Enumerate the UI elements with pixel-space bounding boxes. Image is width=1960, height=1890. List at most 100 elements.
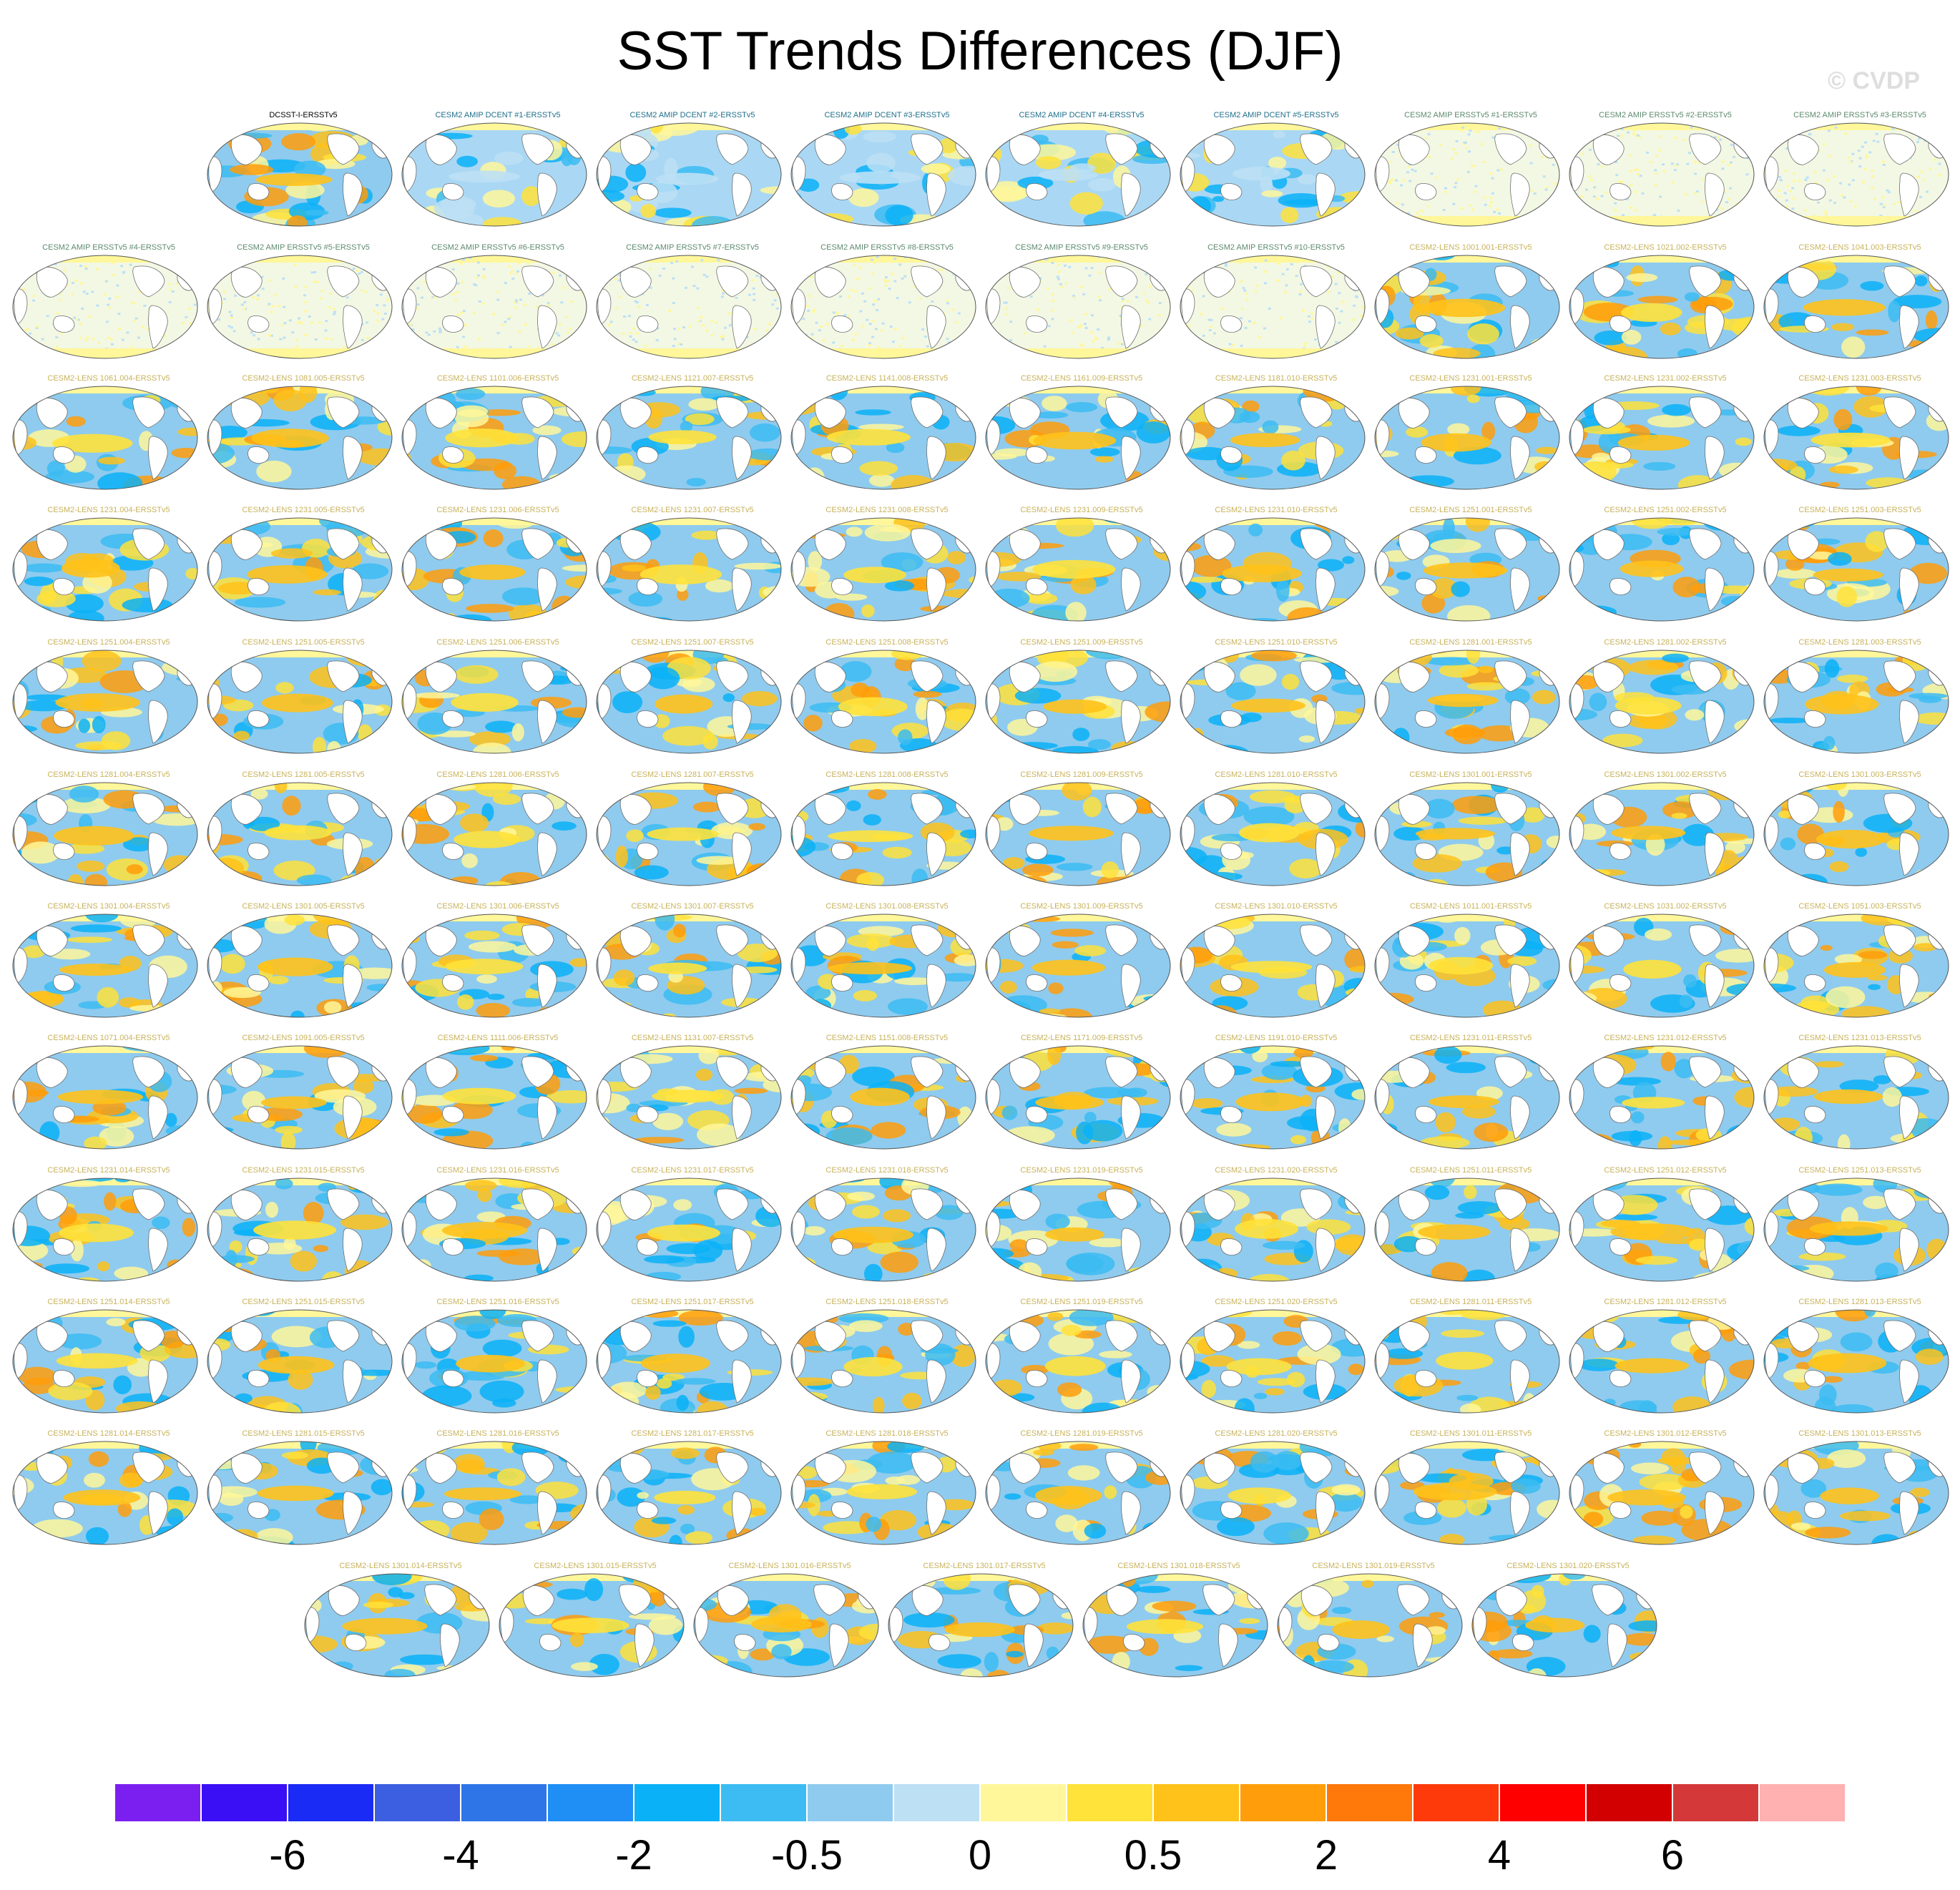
panel-title: CESM2-LENS 1281.004-ERSSTv5 (47, 770, 170, 779)
panel-title: CESM2-LENS 1301.006-ERSSTv5 (436, 902, 559, 911)
map-panel: CESM2-LENS 1301.001-ERSSTv5 (1373, 770, 1568, 913)
sst-trend-map (1374, 122, 1560, 227)
map-panel: CESM2-LENS 1281.010-ERSSTv5 (1179, 770, 1373, 913)
map-panel: CESM2-LENS 1251.011-ERSSTv5 (1373, 1165, 1568, 1308)
map-panel: CESM2-LENS 1031.002-ERSSTv5 (1568, 901, 1763, 1044)
colorbar-tick-label: -4 (442, 1832, 479, 1879)
map-panel: CESM2 AMIP ERSSTv5 #7-ERSSTv5 (595, 243, 790, 386)
map-panel: CESM2-LENS 1251.017-ERSSTv5 (595, 1297, 790, 1440)
sst-trend-map (1180, 1177, 1366, 1282)
map-panel: CESM2-LENS 1231.003-ERSSTv5 (1763, 373, 1957, 516)
sst-trend-map (12, 1045, 198, 1150)
sst-trend-map (1180, 255, 1366, 359)
sst-trend-map (596, 650, 782, 754)
map-panel: CESM2-LENS 1051.003-ERSSTv5 (1763, 901, 1957, 1044)
sst-trend-map (1763, 1177, 1949, 1282)
sst-trend-map (207, 517, 393, 622)
colorbar-box (893, 1783, 980, 1822)
map-panel: CESM2-LENS 1301.020-ERSSTv5 (1471, 1561, 1665, 1704)
panel-title: CESM2-LENS 1301.020-ERSSTv5 (1506, 1562, 1630, 1570)
map-panel: CESM2-LENS 1281.005-ERSSTv5 (206, 770, 401, 913)
map-panel: CESM2-LENS 1121.007-ERSSTv5 (595, 373, 790, 516)
sst-trend-map (1763, 517, 1949, 622)
map-panel: CESM2 AMIP DCENT #3-ERSSTv5 (790, 110, 984, 253)
panel-title: CESM2-LENS 1231.002-ERSSTv5 (1604, 374, 1727, 383)
sst-trend-map (596, 255, 782, 359)
panel-title: CESM2-LENS 1281.002-ERSSTv5 (1604, 638, 1727, 647)
map-panel: CESM2-LENS 1281.011-ERSSTv5 (1373, 1297, 1568, 1440)
map-panel: CESM2-LENS 1301.007-ERSSTv5 (595, 901, 790, 1044)
map-panel: CESM2-LENS 1231.019-ERSSTv5 (984, 1165, 1179, 1308)
map-panel: CESM2-LENS 1021.002-ERSSTv5 (1568, 243, 1763, 386)
map-panel: CESM2-LENS 1061.004-ERSSTv5 (11, 373, 206, 516)
map-panel: CESM2-LENS 1251.015-ERSSTv5 (206, 1297, 401, 1440)
map-panel: CESM2-LENS 1301.018-ERSSTv5 (1082, 1561, 1276, 1704)
panel-title: CESM2-LENS 1251.003-ERSSTv5 (1798, 506, 1921, 514)
map-panel: CESM2-LENS 1281.006-ERSSTv5 (401, 770, 595, 913)
map-panel: CESM2-LENS 1251.016-ERSSTv5 (401, 1297, 595, 1440)
panel-title: CESM2-LENS 1251.014-ERSSTv5 (47, 1298, 170, 1306)
colorbar-box (288, 1783, 374, 1822)
map-panel: CESM2 AMIP DCENT #2-ERSSTv5 (595, 110, 790, 253)
panel-title: CESM2-LENS 1181.010-ERSSTv5 (1215, 374, 1338, 383)
sst-trend-map (1277, 1573, 1463, 1678)
map-panel: CESM2-LENS 1231.015-ERSSTv5 (206, 1165, 401, 1308)
panel-title: CESM2 AMIP ERSSTv5 #6-ERSSTv5 (431, 243, 564, 252)
map-panel: CESM2-LENS 1251.013-ERSSTv5 (1763, 1165, 1957, 1308)
map-panel: CESM2-LENS 1281.003-ERSSTv5 (1763, 637, 1957, 780)
sst-trend-map (790, 914, 976, 1018)
map-panel: CESM2 AMIP DCENT #5-ERSSTv5 (1179, 110, 1373, 253)
panel-title: CESM2 AMIP DCENT #4-ERSSTv5 (1019, 111, 1145, 119)
map-panel: CESM2-LENS 1231.002-ERSSTv5 (1568, 373, 1763, 516)
colorbar-box (374, 1783, 461, 1822)
sst-trend-map (1374, 517, 1560, 622)
panel-title: CESM2-LENS 1231.007-ERSSTv5 (631, 506, 754, 514)
sst-trend-map (401, 914, 587, 1018)
panel-title: CESM2-LENS 1251.010-ERSSTv5 (1215, 638, 1338, 647)
map-panel: CESM2-LENS 1281.017-ERSSTv5 (595, 1429, 790, 1572)
panel-title: CESM2-LENS 1301.013-ERSSTv5 (1798, 1429, 1921, 1438)
panel-title: CESM2-LENS 1251.002-ERSSTv5 (1604, 506, 1727, 514)
map-panel: CESM2-LENS 1281.001-ERSSTv5 (1373, 637, 1568, 780)
sst-trend-map (1569, 650, 1755, 754)
panel-title: CESM2-LENS 1301.002-ERSSTv5 (1604, 770, 1727, 779)
panel-title: CESM2-LENS 1251.001-ERSSTv5 (1409, 506, 1532, 514)
sst-trend-map (985, 782, 1171, 886)
panel-title: CESM2 AMIP ERSSTv5 #1-ERSSTv5 (1404, 111, 1537, 119)
panel-title: CESM2-LENS 1151.008-ERSSTv5 (825, 1034, 949, 1042)
sst-trend-map (12, 1177, 198, 1282)
panel-title: CESM2-LENS 1301.011-ERSSTv5 (1409, 1429, 1532, 1438)
panel-title: CESM2 AMIP ERSSTv5 #5-ERSSTv5 (237, 243, 370, 252)
map-panel: CESM2-LENS 1191.010-ERSSTv5 (1179, 1033, 1373, 1176)
panel-title: CESM2-LENS 1111.006-ERSSTv5 (437, 1034, 559, 1042)
sst-trend-map (790, 1177, 976, 1282)
sst-trend-map (1374, 914, 1560, 1018)
map-panel: CESM2-LENS 1301.006-ERSSTv5 (401, 901, 595, 1044)
sst-trend-map (790, 650, 976, 754)
sst-trend-map (12, 782, 198, 886)
sst-trend-map (1374, 1309, 1560, 1414)
map-panel: CESM2-LENS 1041.003-ERSSTv5 (1763, 243, 1957, 386)
sst-trend-map (693, 1573, 879, 1678)
sst-trend-map (985, 386, 1171, 490)
map-panel: CESM2-LENS 1301.009-ERSSTv5 (984, 901, 1179, 1044)
figure-title: SST Trends Differences (DJF) (617, 21, 1343, 82)
panel-title: CESM2-LENS 1281.017-ERSSTv5 (631, 1429, 754, 1438)
panel-title: CESM2-LENS 1251.016-ERSSTv5 (436, 1298, 559, 1306)
panel-title: CESM2-LENS 1251.009-ERSSTv5 (1020, 638, 1143, 647)
sst-trend-map (1569, 914, 1755, 1018)
sst-trend-map (12, 650, 198, 754)
map-panel: CESM2-LENS 1251.006-ERSSTv5 (401, 637, 595, 780)
panel-title: CESM2-LENS 1301.004-ERSSTv5 (47, 902, 170, 911)
panel-title: CESM2-LENS 1231.018-ERSSTv5 (825, 1166, 949, 1175)
map-panel: CESM2-LENS 1301.019-ERSSTv5 (1276, 1561, 1471, 1704)
panel-title: CESM2-LENS 1231.013-ERSSTv5 (1798, 1034, 1921, 1042)
sst-trend-map (985, 517, 1171, 622)
colorbar-tick-label: 2 (1314, 1832, 1338, 1879)
map-panel: CESM2-LENS 1011.001-ERSSTv5 (1373, 901, 1568, 1044)
colorbar-box (201, 1783, 288, 1822)
sst-trend-map (1180, 386, 1366, 490)
sst-trend-map (985, 255, 1171, 359)
sst-trend-map (1374, 782, 1560, 886)
colorbar-box (980, 1783, 1067, 1822)
